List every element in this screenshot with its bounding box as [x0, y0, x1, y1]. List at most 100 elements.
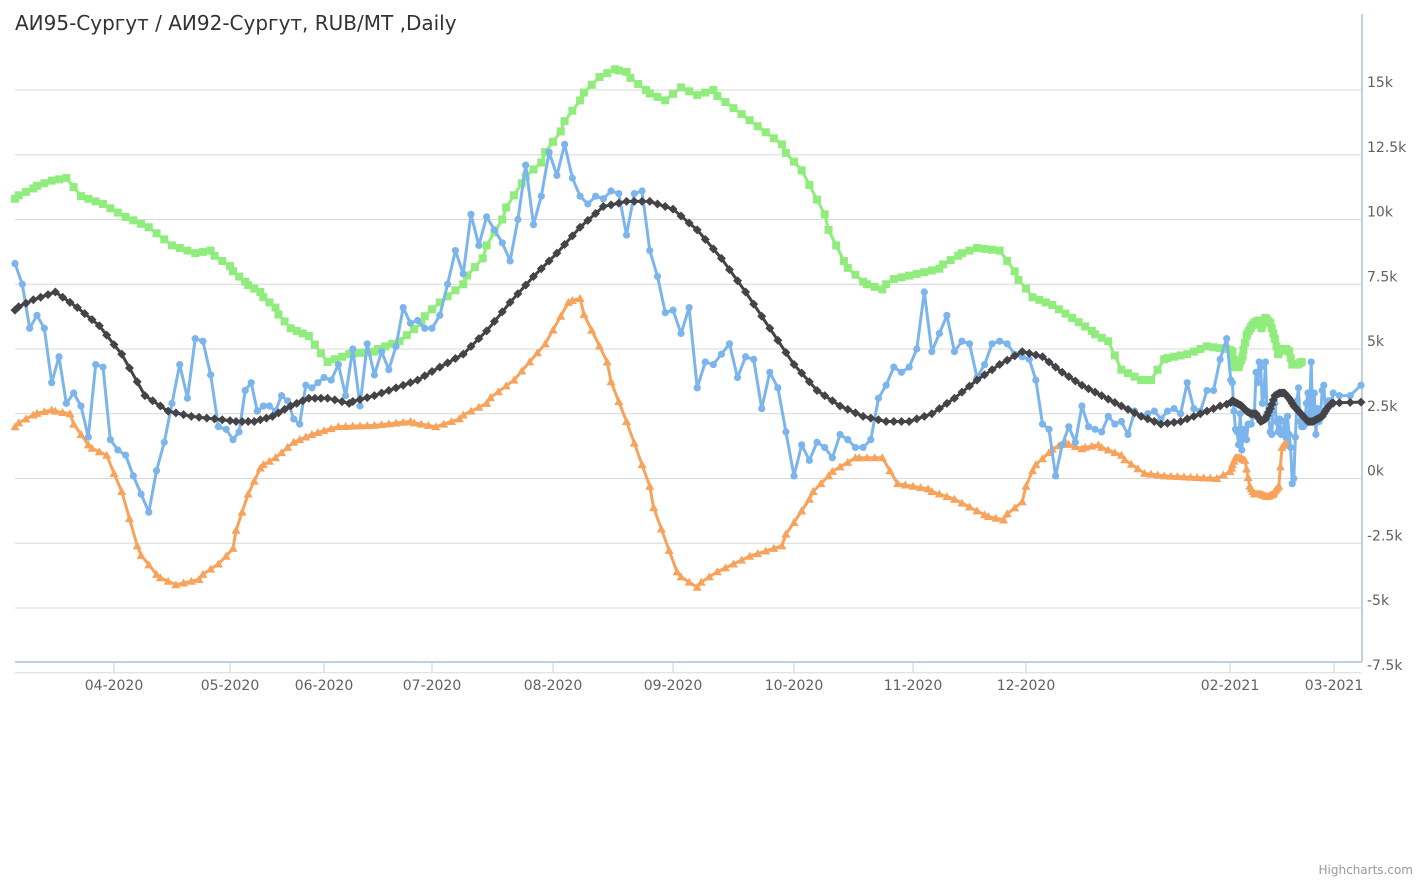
data-point [183, 246, 192, 255]
data-point [1267, 324, 1276, 333]
data-point [965, 381, 974, 391]
data-point [1189, 347, 1198, 356]
data-point [885, 466, 895, 475]
data-point [867, 436, 875, 444]
data-point [1162, 418, 1172, 428]
data-point [92, 360, 100, 369]
data-point [1216, 355, 1224, 363]
data-point [537, 158, 546, 167]
data-point [342, 392, 350, 400]
data-point [1084, 423, 1093, 431]
data-point [439, 419, 449, 428]
y-tick-label: -5k [1367, 593, 1390, 609]
data-point [1110, 351, 1119, 360]
data-point [1140, 376, 1149, 385]
data-point [579, 309, 589, 318]
data-point [152, 467, 161, 475]
data-point [797, 506, 807, 515]
data-point [33, 311, 41, 319]
data-point [1258, 399, 1266, 407]
data-point [1334, 398, 1344, 408]
data-point [283, 442, 293, 451]
data-point [451, 286, 460, 295]
data-point [206, 564, 216, 573]
data-point [733, 276, 743, 286]
data-point [1010, 503, 1020, 512]
y-tick-label: -2.5k [1367, 528, 1403, 544]
data-point [14, 302, 24, 312]
data-point [113, 208, 122, 217]
data-point [692, 582, 702, 591]
data-point [629, 196, 639, 206]
data-point [356, 348, 364, 357]
series-line [13, 142, 1363, 514]
data-point [1071, 438, 1079, 446]
data-point [330, 395, 340, 405]
data-point [374, 345, 382, 353]
data-point [463, 271, 472, 280]
data-point [265, 298, 274, 307]
data-point [225, 416, 235, 426]
data-point [700, 234, 710, 244]
data-point [1124, 369, 1132, 378]
data-point [1233, 428, 1241, 436]
data-point [163, 406, 173, 416]
data-point [70, 389, 78, 397]
data-point [873, 415, 883, 425]
data-point [638, 187, 646, 195]
data-point [1310, 389, 1318, 397]
data-point [33, 181, 41, 190]
data-point [121, 212, 130, 221]
data-point [824, 225, 833, 234]
credits-link[interactable]: Highcharts.com [1318, 863, 1413, 877]
data-point [124, 514, 134, 523]
data-point [591, 192, 600, 200]
data-point [459, 280, 468, 289]
data-point [259, 293, 268, 302]
data-point [927, 409, 937, 419]
data-point [777, 541, 787, 550]
data-point [106, 436, 114, 444]
data-point [21, 414, 31, 423]
data-point [1266, 319, 1275, 328]
data-point [949, 393, 959, 403]
data-point [22, 187, 30, 196]
data-point [231, 417, 241, 427]
data-point [160, 438, 168, 446]
data-point [301, 432, 311, 441]
data-point [995, 246, 1004, 255]
data-point [406, 319, 414, 327]
data-point [1202, 406, 1212, 416]
data-point [607, 187, 615, 195]
data-point [179, 578, 189, 587]
data-point [1064, 372, 1074, 382]
data-point [1150, 407, 1158, 415]
data-point [836, 430, 844, 439]
data-point [1166, 471, 1176, 480]
data-point [109, 468, 119, 477]
data-point [259, 402, 267, 410]
data-point [645, 89, 654, 98]
data-point [568, 106, 577, 115]
data-point [777, 140, 786, 149]
data-point [522, 161, 530, 169]
data-point [980, 244, 989, 253]
data-point [1149, 417, 1159, 427]
data-point [991, 513, 1001, 522]
data-point [712, 567, 722, 576]
data-point [1028, 466, 1038, 475]
data-point [58, 292, 68, 302]
data-point [420, 371, 430, 381]
x-tick-label: 04-2020 [85, 678, 144, 694]
data-point [202, 413, 212, 423]
data-point [653, 199, 663, 209]
data-point [965, 340, 974, 348]
data-point [1126, 459, 1136, 468]
data-point [1192, 473, 1202, 482]
data-point [402, 331, 411, 340]
data-point [1130, 372, 1139, 381]
data-point [850, 408, 860, 418]
data-point [334, 360, 342, 369]
data-point [76, 429, 86, 438]
data-point [745, 116, 754, 125]
